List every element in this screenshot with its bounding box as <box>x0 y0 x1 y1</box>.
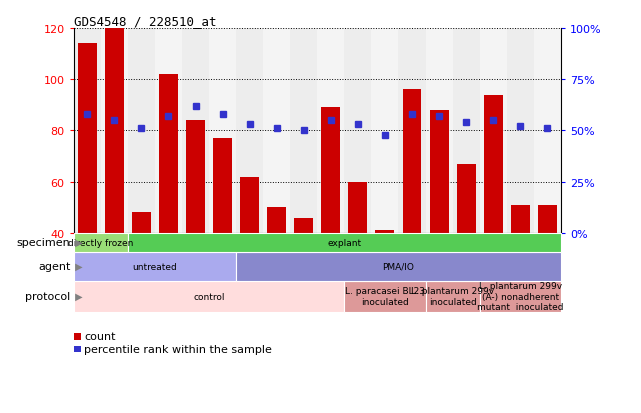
Bar <box>290 29 317 233</box>
Text: explant: explant <box>328 238 362 247</box>
Bar <box>267 208 286 233</box>
Text: ▶: ▶ <box>72 261 83 271</box>
Bar <box>186 121 205 233</box>
Text: percentile rank within the sample: percentile rank within the sample <box>84 344 272 354</box>
Bar <box>349 182 367 233</box>
Text: agent: agent <box>38 261 71 271</box>
Bar <box>240 177 259 233</box>
Text: L. plantarum 299v
(A-) nonadherent
mutant  inoculated: L. plantarum 299v (A-) nonadherent mutan… <box>477 282 563 311</box>
Bar <box>159 75 178 233</box>
Bar <box>236 29 263 233</box>
Text: GDS4548 / 228510_at: GDS4548 / 228510_at <box>74 15 216 28</box>
Bar <box>371 29 399 233</box>
Bar <box>344 29 371 233</box>
Bar <box>132 213 151 233</box>
Bar <box>538 205 557 233</box>
Bar <box>209 29 236 233</box>
Bar <box>294 218 313 233</box>
Bar <box>263 29 290 233</box>
Text: count: count <box>84 332 115 342</box>
Text: untreated: untreated <box>133 262 178 271</box>
Bar <box>155 29 182 233</box>
Bar <box>78 44 97 233</box>
Text: specimen: specimen <box>17 237 71 248</box>
Bar <box>74 29 101 233</box>
Bar <box>453 29 479 233</box>
Text: directly frozen: directly frozen <box>68 238 133 247</box>
Text: protocol: protocol <box>25 291 71 301</box>
Bar <box>321 108 340 233</box>
Bar <box>317 29 344 233</box>
Bar <box>101 29 128 233</box>
Bar <box>484 95 503 233</box>
Text: ▶: ▶ <box>72 291 83 301</box>
Bar <box>456 164 476 233</box>
Bar <box>399 29 426 233</box>
Bar <box>182 29 209 233</box>
Bar <box>479 29 507 233</box>
Text: ▶: ▶ <box>72 237 83 248</box>
Bar <box>376 231 394 233</box>
Bar <box>213 139 232 233</box>
Text: PMA/IO: PMA/IO <box>383 262 415 271</box>
Bar <box>403 90 422 233</box>
Bar <box>534 29 561 233</box>
Bar <box>128 29 155 233</box>
Text: L. paracasei BL23
inoculated: L. paracasei BL23 inoculated <box>345 287 425 306</box>
Bar <box>105 29 124 233</box>
Bar <box>429 111 449 233</box>
Bar <box>426 29 453 233</box>
Bar <box>507 29 534 233</box>
Text: L. plantarum 299v
inoculated: L. plantarum 299v inoculated <box>411 287 494 306</box>
Text: control: control <box>194 292 225 301</box>
Bar <box>511 205 529 233</box>
